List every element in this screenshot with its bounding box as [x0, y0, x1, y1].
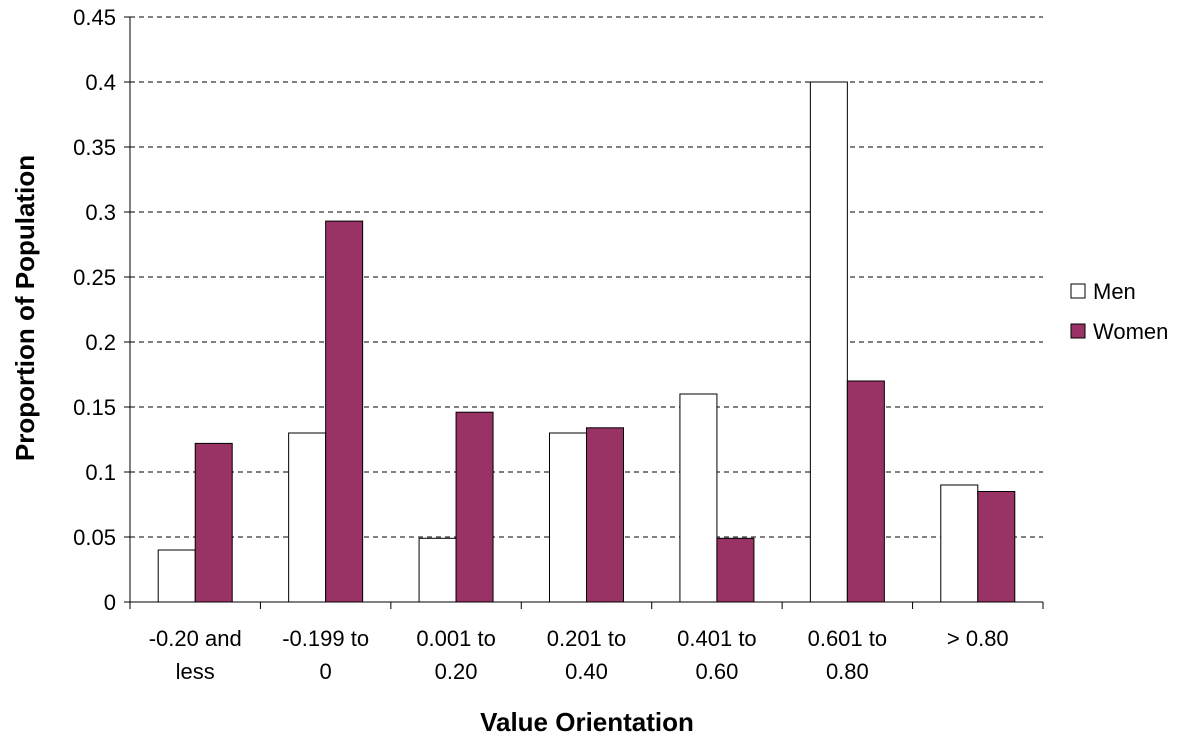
bar-women-5 [847, 381, 884, 602]
y-tick-label: 0.3 [85, 200, 116, 225]
x-tick-label: 0.001 to [416, 626, 496, 651]
x-tick-label: less [176, 659, 215, 684]
x-tick-label: -0.20 and [149, 626, 242, 651]
x-tick-label: -0.199 to [282, 626, 369, 651]
y-tick-label: 0.35 [73, 135, 116, 160]
x-tick-labels: -0.20 and less -0.199 to 0 0.001 to 0.20 0.201… [149, 626, 1009, 684]
bar-women-1 [326, 221, 363, 602]
x-tick-label: > 0.80 [947, 626, 1009, 651]
y-axis-title: Proportion of Population [10, 155, 40, 461]
legend-label-women: Women [1093, 319, 1168, 344]
x-tick-label: 0.80 [826, 659, 869, 684]
legend-label-men: Men [1093, 279, 1136, 304]
x-tick-label: 0.40 [565, 659, 608, 684]
y-tick-label: 0.1 [85, 460, 116, 485]
x-tick-label: 0.60 [696, 659, 739, 684]
bar-men-2 [419, 538, 456, 602]
bar-women-0 [195, 443, 232, 602]
bar-women-6 [978, 492, 1015, 603]
bar-men-6 [941, 485, 978, 602]
x-tick-label: 0.601 to [808, 626, 888, 651]
y-tick-label: 0.45 [73, 5, 116, 30]
bar-men-5 [810, 82, 847, 602]
legend-swatch-women [1071, 324, 1085, 338]
y-tick-label: 0.05 [73, 525, 116, 550]
bar-women-3 [587, 428, 624, 602]
y-tick-label: 0 [104, 590, 116, 615]
x-tick-label: 0.20 [435, 659, 478, 684]
bar-men-0 [158, 550, 195, 602]
x-tick-label: 0 [320, 659, 332, 684]
y-tick-label: 0.4 [85, 70, 116, 95]
bar-women-4 [717, 538, 754, 602]
bar-women-2 [456, 412, 493, 602]
bar-men-3 [550, 433, 587, 602]
x-axis-title: Value Orientation [480, 707, 694, 737]
bar-men-1 [289, 433, 326, 602]
x-tick-label: 0.401 to [677, 626, 757, 651]
y-tick-label: 0.15 [73, 395, 116, 420]
legend: Men Women [1071, 279, 1168, 344]
y-tick-labels: 0 0.05 0.1 0.15 0.2 0.25 0.3 0.35 0.4 0.45 [73, 5, 116, 615]
y-tick-label: 0.25 [73, 265, 116, 290]
x-tick-label: 0.201 to [547, 626, 627, 651]
y-tick-label: 0.2 [85, 330, 116, 355]
legend-swatch-men [1071, 284, 1085, 298]
bar-men-4 [680, 394, 717, 602]
